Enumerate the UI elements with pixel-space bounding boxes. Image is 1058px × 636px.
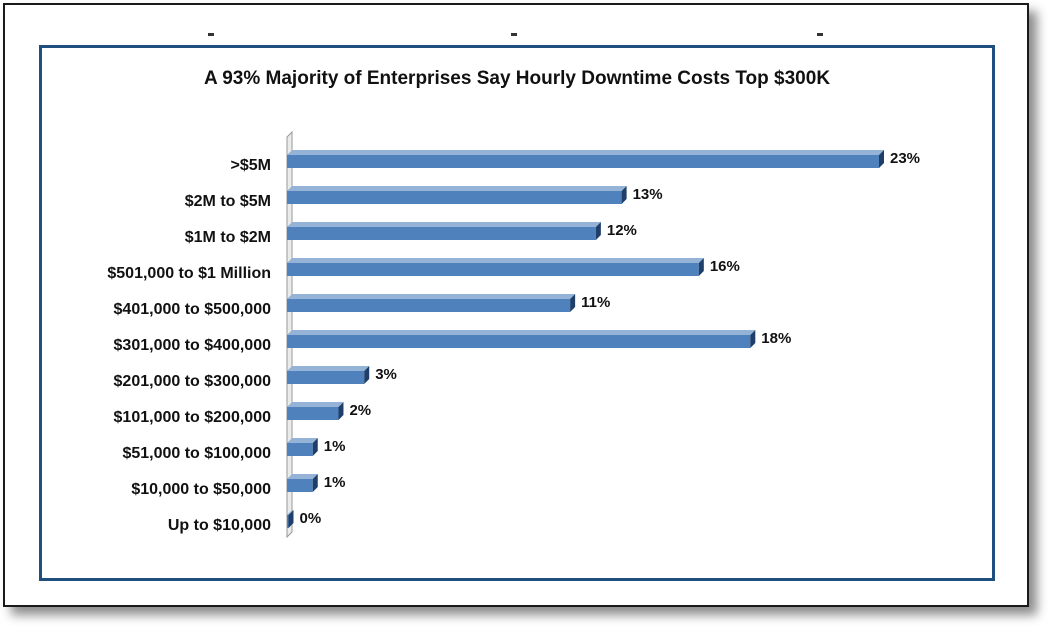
bar-top-face <box>287 366 370 371</box>
chart-area: A 93% Majority of Enterprises Say Hourly… <box>39 45 995 581</box>
bar-top-face <box>287 294 576 299</box>
bar-side-face <box>595 222 601 240</box>
bar-top-face <box>287 186 627 191</box>
bar <box>287 335 751 348</box>
category-label: $101,000 to $200,000 <box>114 409 272 426</box>
bar <box>287 263 699 276</box>
category-label: $1M to $2M <box>185 229 271 246</box>
bar-side-face <box>288 510 294 528</box>
bar-top-face <box>287 438 318 443</box>
outer-frame: A 93% Majority of Enterprises Say Hourly… <box>3 3 1029 607</box>
value-label: 23% <box>890 150 920 167</box>
bar-side-face <box>338 402 344 420</box>
category-label: $2M to $5M <box>185 193 271 210</box>
bar-top-face <box>287 402 344 407</box>
bar-side-face <box>570 294 576 312</box>
bar-side-face <box>364 366 370 384</box>
bar <box>287 407 339 420</box>
bar-top-face <box>287 258 704 263</box>
category-label: $401,000 to $500,000 <box>114 301 272 318</box>
stray-tick-mark <box>817 33 823 36</box>
value-label: 13% <box>633 186 663 203</box>
bar-top-face <box>287 150 884 155</box>
category-label: $301,000 to $400,000 <box>114 337 272 354</box>
bar <box>287 155 879 168</box>
category-label: $501,000 to $1 Million <box>107 265 271 282</box>
bar-top-face <box>287 222 601 227</box>
bar-top-face <box>287 510 294 515</box>
chart-title: A 93% Majority of Enterprises Say Hourly… <box>203 68 831 89</box>
bar-chart: >$5M 23% $2M to $5M 13% $1M to $2M 12% $501,00… <box>107 130 920 539</box>
bar-top-face <box>287 330 756 335</box>
bar <box>287 479 313 492</box>
bar <box>287 227 596 240</box>
bar-top-face <box>287 474 318 479</box>
bar <box>287 515 289 528</box>
stray-tick-mark <box>208 33 214 36</box>
value-label: 18% <box>761 330 791 347</box>
category-label: >$5M <box>231 157 271 174</box>
bar-side-face <box>312 474 318 492</box>
category-label: $51,000 to $100,000 <box>122 445 271 462</box>
value-label: 2% <box>349 402 371 419</box>
stray-tick-mark <box>511 33 517 36</box>
bar-side-face <box>312 438 318 456</box>
value-label: 11% <box>581 294 610 311</box>
bar <box>287 443 313 456</box>
value-label: 1% <box>324 438 346 455</box>
bar <box>287 191 622 204</box>
value-label: 1% <box>324 474 346 491</box>
bar <box>287 371 365 384</box>
category-label: $10,000 to $50,000 <box>131 481 271 498</box>
category-label: Up to $10,000 <box>168 517 271 534</box>
bar-side-face <box>621 186 627 204</box>
value-label: 0% <box>300 510 322 527</box>
value-label: 16% <box>710 258 740 275</box>
bar <box>287 299 571 312</box>
value-label: 3% <box>375 366 397 383</box>
bar-side-face <box>698 258 704 276</box>
bar-side-face <box>879 150 884 168</box>
category-label: $201,000 to $300,000 <box>114 373 272 390</box>
bar-side-face <box>750 330 756 348</box>
value-label: 12% <box>607 222 637 239</box>
